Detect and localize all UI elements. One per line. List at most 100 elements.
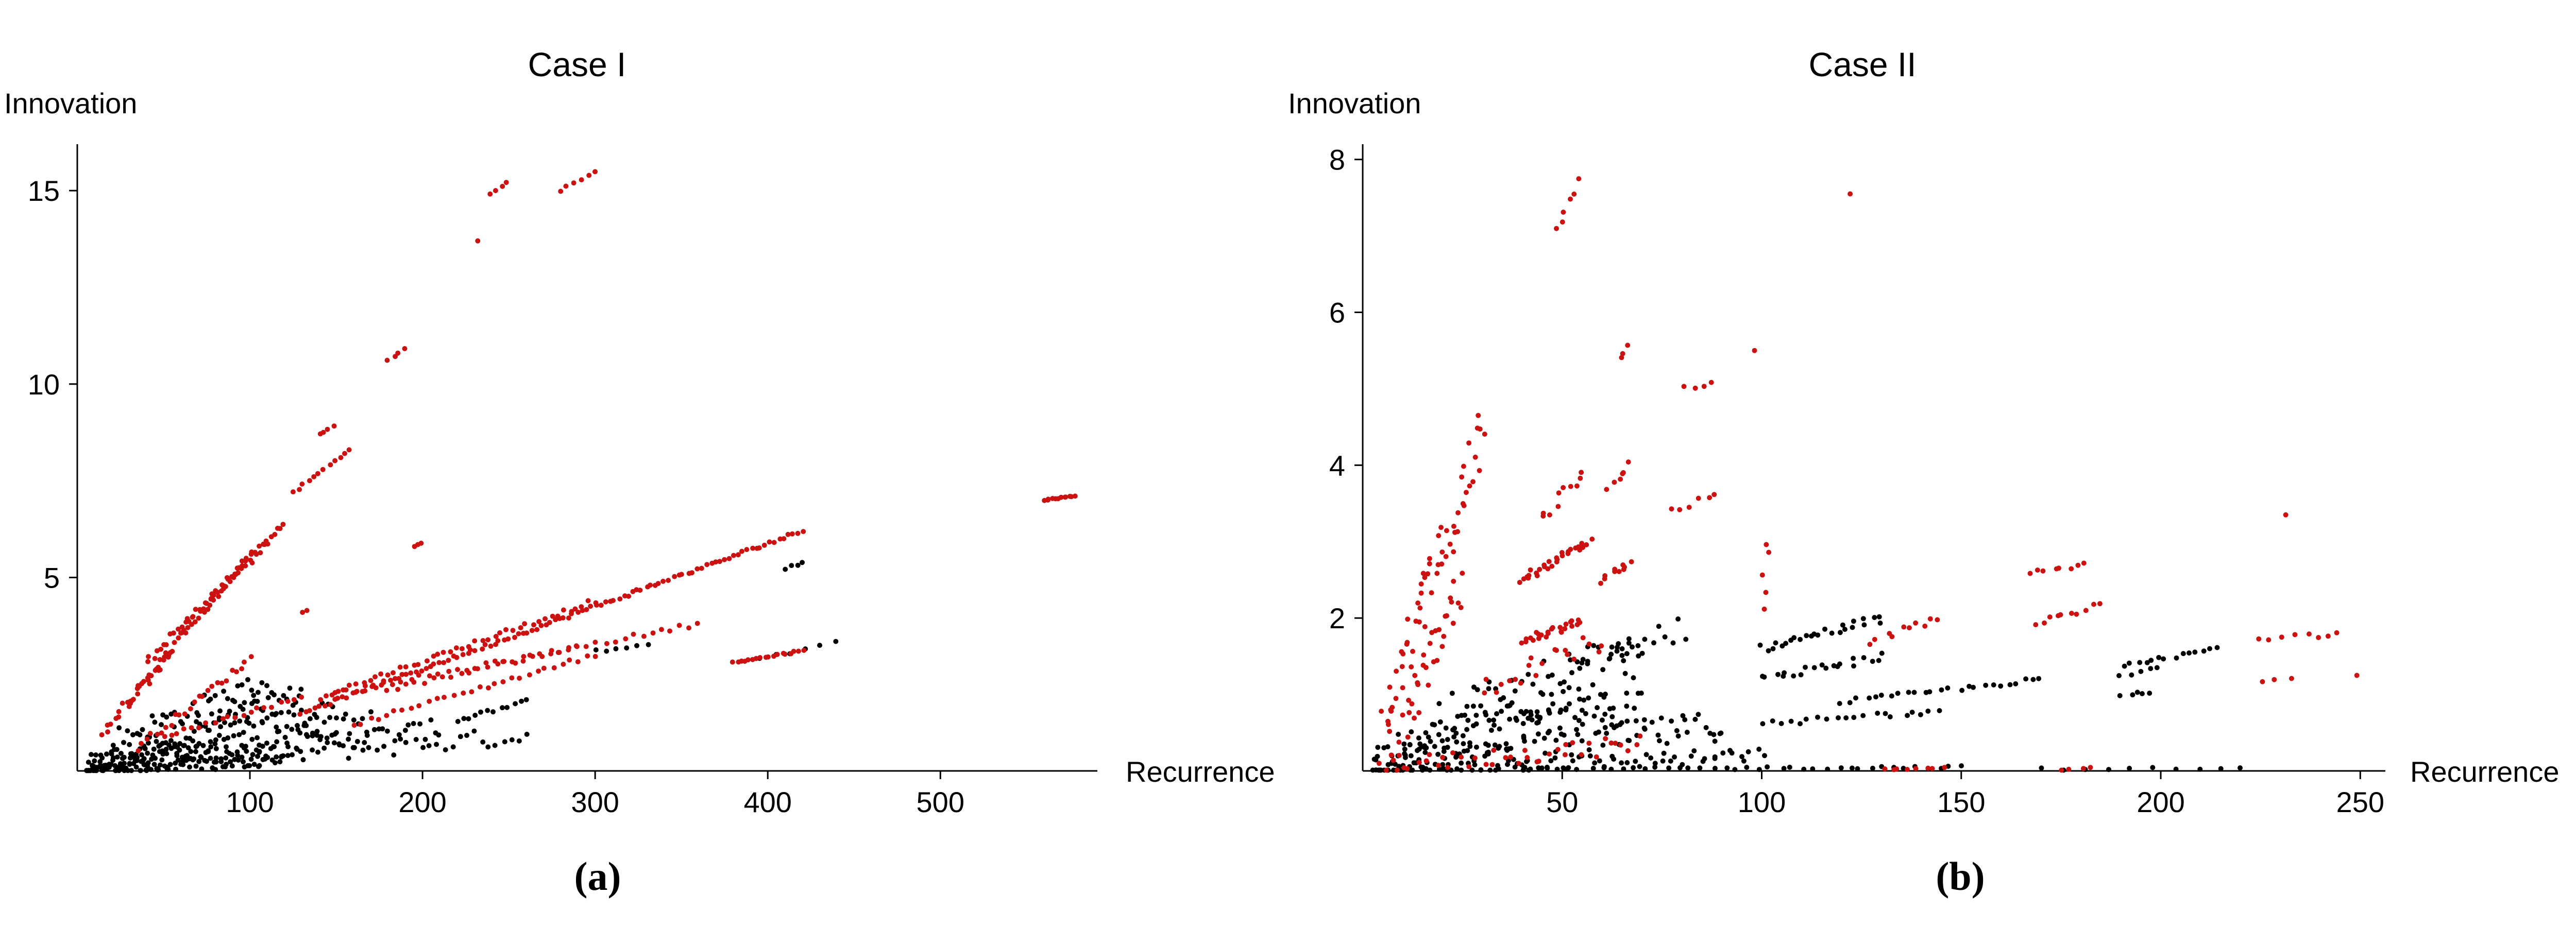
- scatter-point-series-2: [239, 666, 245, 672]
- scatter-point-series-1: [1638, 691, 1644, 696]
- scatter-point-series-1: [104, 751, 109, 757]
- scatter-point-series-2: [328, 462, 333, 468]
- scatter-point-series-1: [1373, 757, 1379, 763]
- scatter-point-series-1: [1756, 746, 1762, 752]
- scatter-point-series-2: [1472, 454, 1478, 460]
- scatter-point-series-1: [1427, 767, 1433, 773]
- scatter-point-series-2: [1379, 709, 1384, 714]
- scatter-point-series-2: [1483, 677, 1489, 682]
- scatter-point-series-2: [403, 681, 409, 687]
- scatter-point-series-2: [1530, 638, 1536, 643]
- scatter-point-series-1: [141, 762, 147, 767]
- scatter-point-series-1: [1850, 625, 1855, 630]
- x-tick-label: 500: [917, 786, 964, 818]
- scatter-point-series-2: [130, 697, 136, 702]
- scatter-point-series-2: [261, 705, 266, 711]
- scatter-point-series-2: [335, 695, 341, 701]
- scatter-point-series-1: [1455, 714, 1461, 719]
- scatter-point-series-1: [1781, 766, 1787, 771]
- scatter-point-series-1: [193, 749, 198, 754]
- scatter-point-series-1: [321, 745, 327, 751]
- scatter-point-series-2: [224, 678, 229, 684]
- scatter-point-series-2: [771, 540, 777, 545]
- scatter-point-series-2: [2040, 568, 2046, 574]
- scatter-point-series-1: [1486, 686, 1492, 692]
- scatter-point-series-2: [1518, 680, 1523, 686]
- scatter-point-series-2: [1450, 621, 1456, 626]
- scatter-point-series-1: [298, 686, 304, 692]
- scatter-point-series-2: [323, 703, 328, 709]
- scatter-point-series-1: [282, 734, 288, 740]
- scatter-point-series-1: [133, 764, 139, 770]
- scatter-point-series-1: [321, 719, 327, 725]
- scatter-point-series-1: [1669, 718, 1674, 724]
- scatter-point-series-1: [1475, 687, 1480, 693]
- scatter-point-series-2: [221, 716, 226, 721]
- scatter-point-series-1: [1909, 710, 1915, 715]
- scatter-point-series-1: [1439, 738, 1445, 744]
- scatter-point-series-2: [1545, 566, 1551, 572]
- scatter-point-series-1: [1602, 725, 1608, 730]
- scatter-point-series-1: [127, 762, 132, 767]
- scatter-point-series-1: [1788, 718, 1794, 724]
- scatter-point-series-1: [1529, 717, 1535, 723]
- scatter-point-series-2: [1922, 623, 1928, 629]
- scatter-point-series-1: [208, 739, 213, 745]
- scatter-point-series-2: [1425, 571, 1431, 577]
- scatter-point-series-1: [461, 716, 467, 721]
- scatter-point-series-2: [1460, 571, 1465, 576]
- scatter-point-series-2: [2334, 630, 2340, 635]
- scatter-point-series-1: [1756, 767, 1762, 772]
- scatter-point-series-1: [198, 754, 204, 760]
- scatter-point-series-1: [1675, 616, 1681, 622]
- scatter-point-series-2: [1905, 767, 1910, 772]
- scatter-point-series-2: [536, 668, 541, 674]
- scatter-point-series-1: [1619, 652, 1625, 658]
- scatter-point-series-1: [1497, 744, 1502, 749]
- scatter-point-series-2: [324, 693, 329, 699]
- scatter-point-series-1: [1567, 701, 1572, 707]
- scatter-point-series-1: [242, 700, 247, 706]
- scatter-point-series-1: [260, 744, 265, 749]
- scatter-point-series-1: [318, 734, 324, 739]
- scatter-point-series-1: [1546, 707, 1551, 713]
- scatter-point-series-2: [203, 720, 209, 726]
- scatter-point-series-1: [193, 763, 199, 769]
- scatter-point-series-1: [1787, 764, 1792, 770]
- scatter-point-series-2: [745, 657, 751, 663]
- scatter-point-series-1: [314, 732, 320, 738]
- scatter-point-series-2: [560, 615, 566, 621]
- scatter-point-series-2: [1427, 752, 1432, 758]
- scatter-point-series-1: [188, 749, 194, 754]
- scatter-point-series-2: [176, 712, 182, 718]
- scatter-point-series-1: [1727, 748, 1733, 753]
- scatter-point-series-1: [1375, 745, 1381, 750]
- scatter-point-series-2: [297, 711, 303, 717]
- scatter-point-series-2: [1483, 762, 1489, 767]
- scatter-point-series-1: [235, 683, 241, 689]
- scatter-point-series-2: [181, 726, 187, 732]
- scatter-point-series-2: [1929, 766, 1935, 771]
- scatter-point-series-1: [1574, 727, 1579, 732]
- scatter-point-series-1: [264, 715, 270, 721]
- scatter-point-series-2: [704, 562, 710, 567]
- scatter-point-series-2: [116, 714, 122, 720]
- scatter-point-series-1: [224, 744, 229, 750]
- scatter-point-series-1: [2144, 660, 2150, 665]
- scatter-point-series-2: [1429, 590, 1434, 596]
- scatter-point-series-1: [1454, 766, 1460, 771]
- scatter-point-series-2: [1618, 742, 1623, 748]
- scatter-point-series-2: [402, 346, 408, 351]
- scatter-point-series-2: [316, 703, 322, 709]
- scatter-point-series-2: [116, 709, 122, 714]
- scatter-point-series-2: [235, 570, 241, 576]
- scatter-point-series-2: [451, 693, 457, 698]
- scatter-point-series-1: [1534, 709, 1540, 715]
- scatter-point-series-1: [2139, 691, 2145, 696]
- scatter-point-series-1: [239, 754, 245, 760]
- scatter-point-series-1: [1641, 717, 1647, 723]
- scatter-point-series-2: [1427, 556, 1432, 561]
- scatter-point-series-1: [1843, 715, 1849, 720]
- scatter-point-series-2: [174, 731, 179, 736]
- scatter-point-series-2: [1761, 606, 1767, 612]
